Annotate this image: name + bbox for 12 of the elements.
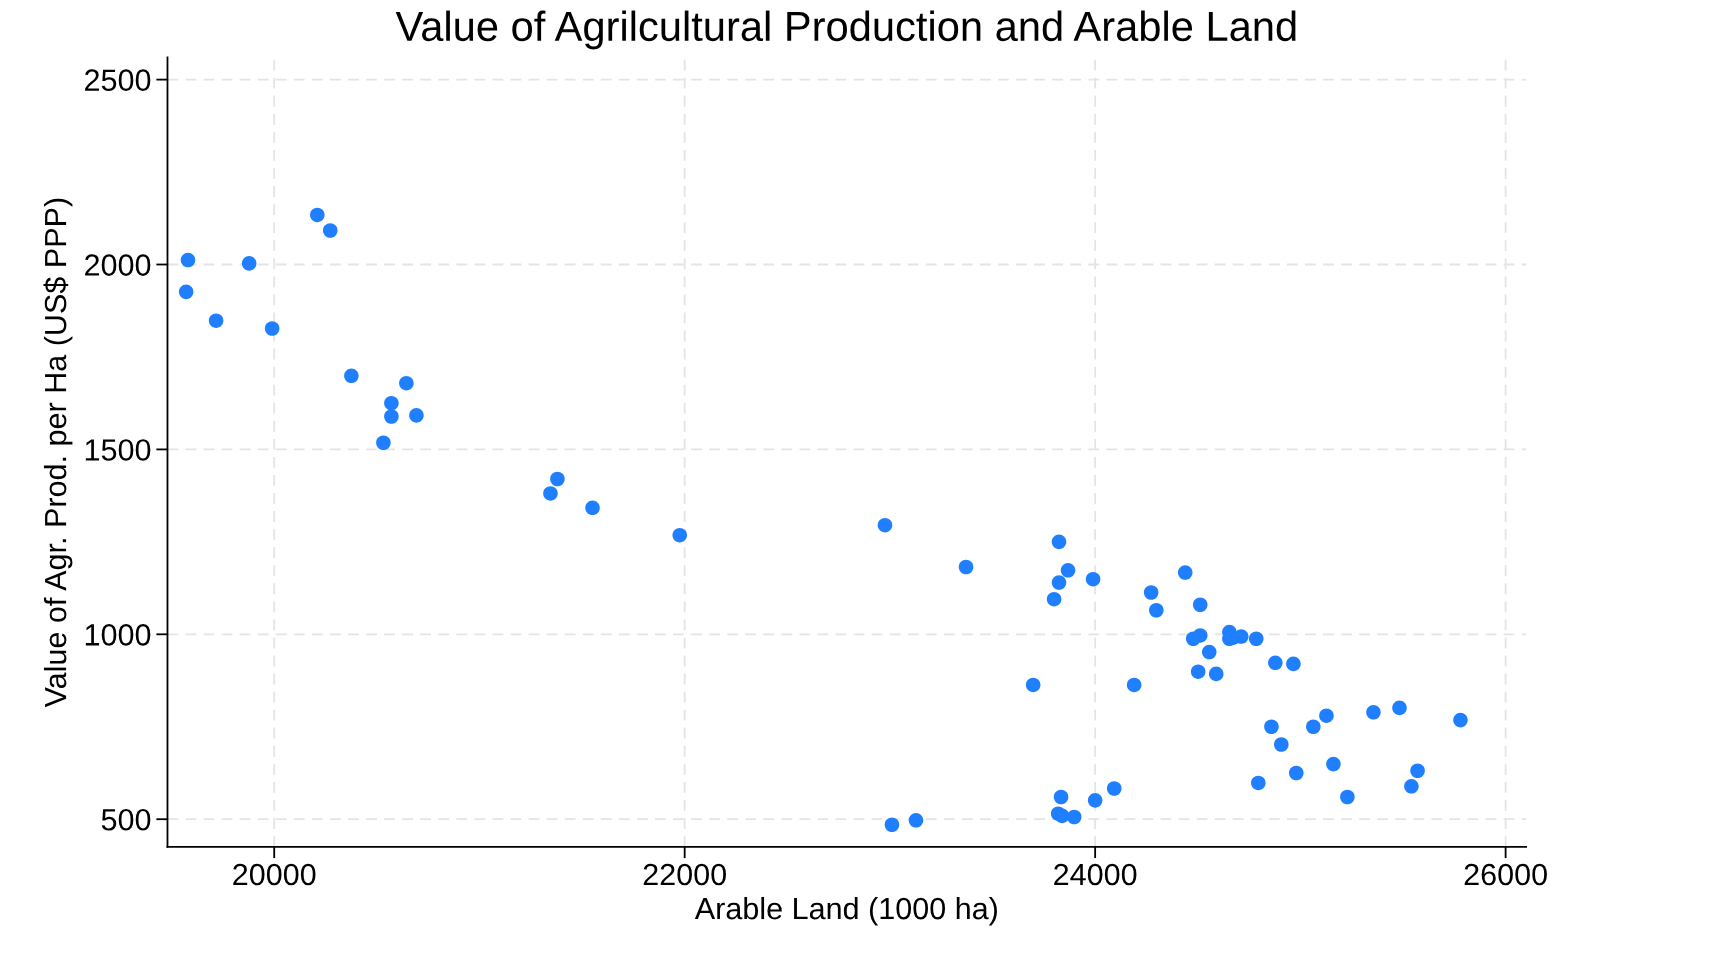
x-tick-label: 20000 [233, 863, 316, 886]
chart-title: Value of Agrilcultural Production and Arable Land [395, 10, 1296, 50]
x-tick-label: 22000 [643, 863, 726, 886]
x-axis-title: Arable Land (1000 ha) [694, 896, 997, 926]
y-tick-label: 1000 [85, 624, 151, 646]
y-axis-title: Value of Agr. Prod. per Ha (US$ PPP) [43, 198, 73, 708]
y-tick-label: 500 [101, 808, 151, 831]
y-tick-label: 2000 [85, 254, 151, 276]
x-tick-label: 26000 [1464, 863, 1547, 886]
x-tick-label: 24000 [1054, 863, 1137, 886]
y-tick-label: 2500 [85, 69, 151, 91]
y-tick-label: 1500 [85, 439, 151, 461]
